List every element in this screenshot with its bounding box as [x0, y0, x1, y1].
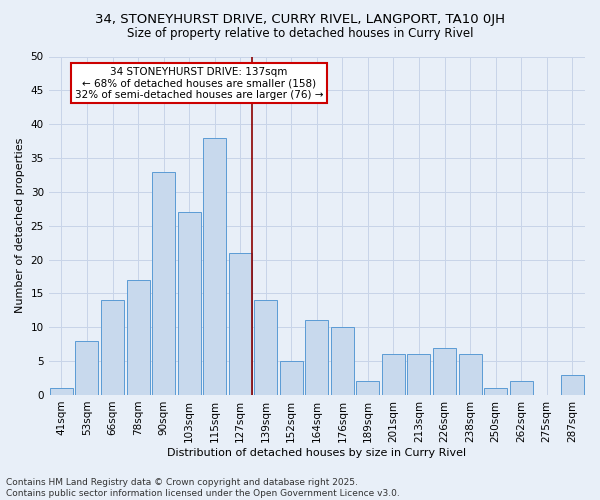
Bar	[356, 382, 379, 395]
Text: 34, STONEYHURST DRIVE, CURRY RIVEL, LANGPORT, TA10 0JH: 34, STONEYHURST DRIVE, CURRY RIVEL, LANG…	[95, 12, 505, 26]
Bar	[458, 354, 482, 395]
Bar	[280, 361, 303, 395]
Bar	[433, 348, 456, 395]
Bar	[382, 354, 405, 395]
Bar	[203, 138, 226, 395]
Bar	[509, 382, 533, 395]
Text: Size of property relative to detached houses in Curry Rivel: Size of property relative to detached ho…	[127, 28, 473, 40]
Bar	[561, 374, 584, 395]
Bar	[331, 328, 354, 395]
Text: Contains HM Land Registry data © Crown copyright and database right 2025.
Contai: Contains HM Land Registry data © Crown c…	[6, 478, 400, 498]
Bar	[229, 253, 252, 395]
Y-axis label: Number of detached properties: Number of detached properties	[15, 138, 25, 314]
Text: 34 STONEYHURST DRIVE: 137sqm
← 68% of detached houses are smaller (158)
32% of s: 34 STONEYHURST DRIVE: 137sqm ← 68% of de…	[74, 66, 323, 100]
Bar	[305, 320, 328, 395]
Bar	[152, 172, 175, 395]
Bar	[50, 388, 73, 395]
Bar	[484, 388, 507, 395]
Bar	[254, 300, 277, 395]
X-axis label: Distribution of detached houses by size in Curry Rivel: Distribution of detached houses by size …	[167, 448, 466, 458]
Bar	[76, 341, 98, 395]
Bar	[101, 300, 124, 395]
Bar	[127, 280, 149, 395]
Bar	[178, 212, 200, 395]
Bar	[407, 354, 430, 395]
